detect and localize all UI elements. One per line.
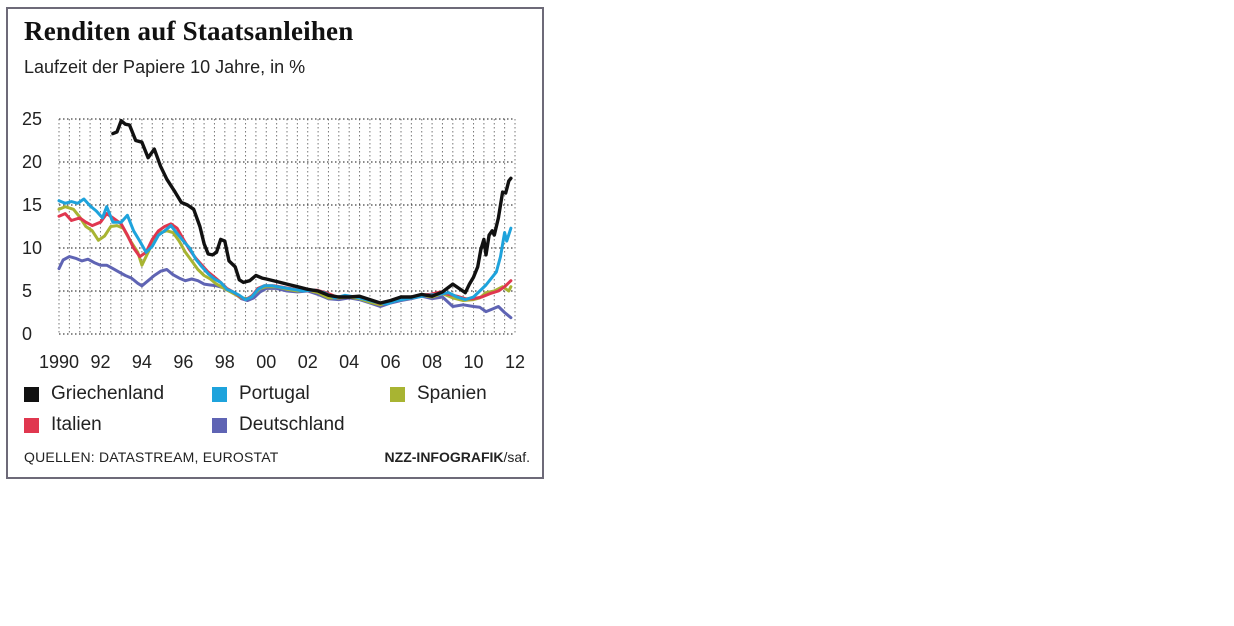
y-tick-label: 15: [22, 195, 42, 215]
legend-item-griechenland: Griechenland: [24, 383, 164, 405]
legend-label-deutschland: Deutschland: [239, 414, 345, 435]
y-tick-label: 25: [22, 109, 42, 129]
credit-rest: /saf.: [503, 449, 530, 465]
legend-swatch-griechenland: [24, 386, 39, 402]
legend: Griechenland Portugal Spanien Italien De…: [22, 379, 532, 449]
x-tick-label: 06: [381, 352, 401, 372]
credit-bold: NZZ-INFOGRAFIK: [384, 449, 504, 465]
series-line-griechenland: [111, 119, 513, 305]
x-tick-label: 1990: [39, 352, 79, 372]
x-tick-label: 04: [339, 352, 359, 372]
legend-label-portugal: Portugal: [239, 383, 310, 404]
legend-item-spanien: Spanien: [390, 383, 487, 405]
x-tick-label: 10: [464, 352, 484, 372]
legend-label-griechenland: Griechenland: [51, 383, 165, 404]
credit-note: NZZ-INFOGRAFIK/saf.: [385, 449, 530, 465]
chart-frame: Renditen auf Staatsanleihen Laufzeit der…: [6, 7, 544, 479]
series-line-portugal: [57, 197, 513, 306]
legend-item-portugal: Portugal: [212, 383, 310, 405]
chart-subtitle: Laufzeit der Papiere 10 Jahre, in %: [24, 57, 306, 77]
y-tick-label: 5: [22, 281, 32, 301]
x-tick-label: 94: [132, 352, 152, 372]
line-chart: 0 5 10 15 20 25 1990 92 94 96 98 00 02 04 06 08 10 12: [22, 109, 525, 372]
x-tick-label: 00: [256, 352, 276, 372]
legend-item-deutschland: Deutschland: [212, 414, 345, 436]
y-tick-label: 10: [22, 238, 42, 258]
x-tick-label: 12: [505, 352, 525, 372]
legend-swatch-italien: [24, 417, 39, 433]
y-tick-label: 0: [22, 324, 32, 344]
legend-swatch-portugal: [212, 386, 227, 402]
x-tick-label: 98: [215, 352, 235, 372]
y-tick-label: 20: [22, 152, 42, 172]
legend-label-italien: Italien: [51, 414, 102, 435]
x-tick-label: 08: [422, 352, 442, 372]
x-tick-label: 02: [298, 352, 318, 372]
source-note: QUELLEN: DATASTREAM, EUROSTAT: [24, 449, 279, 465]
x-tick-label: 92: [90, 352, 110, 372]
legend-swatch-deutschland: [212, 417, 227, 433]
x-tick-label: 96: [173, 352, 193, 372]
legend-swatch-spanien: [390, 386, 405, 402]
chart-title: Renditen auf Staatsanleihen: [24, 16, 354, 46]
legend-item-italien: Italien: [24, 414, 102, 436]
legend-label-spanien: Spanien: [417, 383, 487, 404]
